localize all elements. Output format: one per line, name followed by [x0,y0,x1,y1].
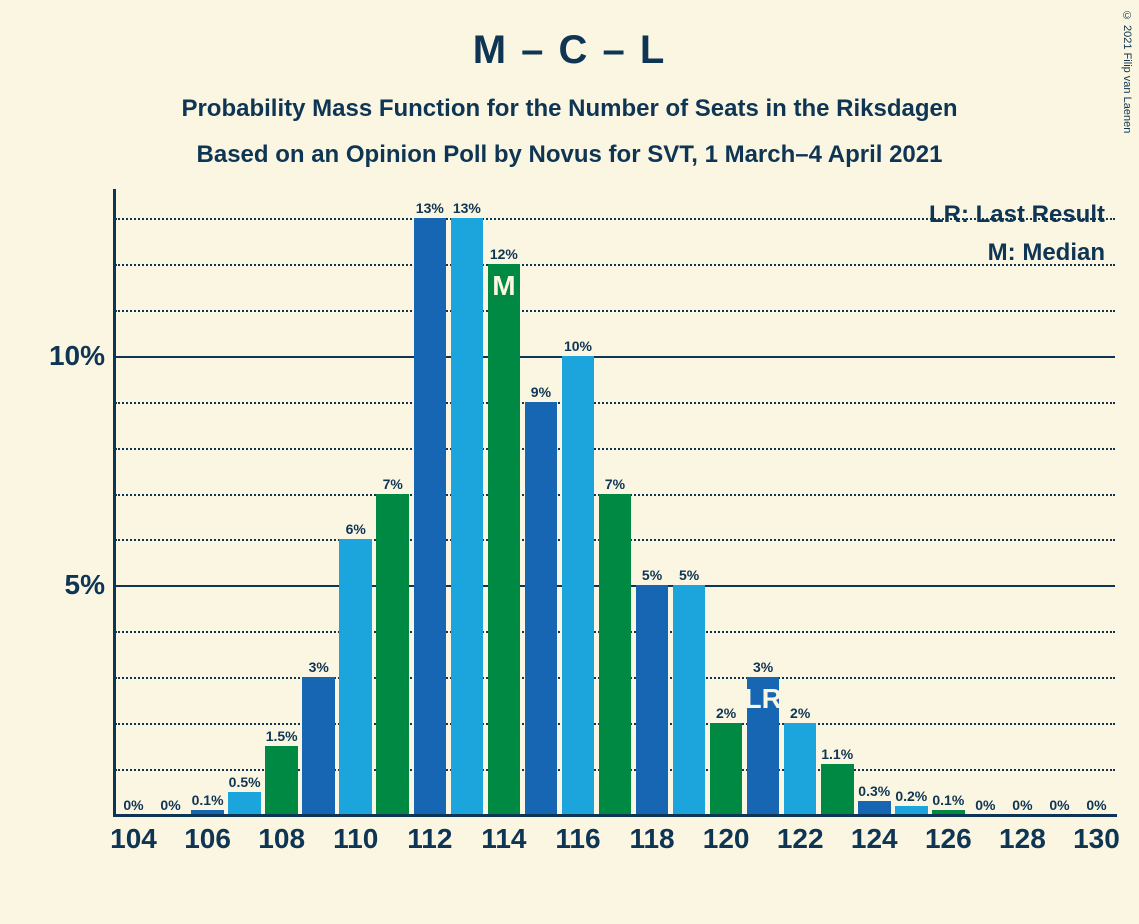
bar [858,801,891,815]
bar [339,539,372,815]
gridline-major [115,356,1115,358]
subtitle-2: Based on an Opinion Poll by Novus for SV… [0,141,1139,169]
copyright-text: © 2021 Filip van Laenen [1121,10,1133,133]
bar-value-label: 2% [790,705,810,721]
gridline-minor [115,218,1115,220]
bar-value-label: 0% [1012,797,1032,813]
bar-value-label: 0.2% [895,788,927,804]
bar-value-label: 9% [531,384,551,400]
bar-value-label: 12% [490,246,518,262]
ytick-label: 10% [49,340,105,372]
bar-value-label: 10% [564,338,592,354]
bar [673,585,706,815]
xtick-label: 124 [851,823,898,855]
bar [488,264,521,815]
bar-value-label: 1.1% [821,746,853,762]
bar-value-label: 1.5% [266,728,298,744]
bar [710,723,743,815]
bar [302,677,335,815]
bar [599,494,632,815]
gridline-minor [115,448,1115,450]
xtick-label: 114 [481,823,526,855]
bar-value-label: 5% [679,567,699,583]
bar-value-label: 2% [716,705,736,721]
last-result-marker: LR [744,683,781,715]
ytick-label: 5% [65,569,105,601]
bar-value-label: 0.1% [932,792,964,808]
bar [414,218,447,815]
bar-value-label: 3% [753,659,773,675]
bar-value-label: 0% [975,797,995,813]
xtick-label: 110 [333,823,378,855]
bar-value-label: 13% [453,200,481,216]
bar-value-label: 6% [346,521,366,537]
bar-value-label: 0.5% [229,774,261,790]
bar-value-label: 13% [416,200,444,216]
bar-value-label: 0% [160,797,180,813]
gridline-minor [115,264,1115,266]
bar [376,494,409,815]
xtick-label: 112 [407,823,452,855]
chart-plot-area: LR: Last Result M: Median 5% 10% 0% 0% 0.1% 0… [115,195,1115,815]
bar [784,723,817,815]
gridline-minor [115,310,1115,312]
bar-value-label: 7% [605,476,625,492]
bar-value-label: 0% [1086,797,1106,813]
xtick-label: 116 [555,823,600,855]
xtick-label: 122 [777,823,824,855]
legend-lr: LR: Last Result [929,201,1105,229]
bar [228,792,261,815]
bar [636,585,669,815]
xtick-label: 118 [629,823,674,855]
gridline-minor [115,402,1115,404]
x-axis-line [113,814,1117,817]
bar-value-label: 0.1% [192,792,224,808]
legend-m: M: Median [988,239,1105,267]
subtitle-1: Probability Mass Function for the Number… [0,95,1139,123]
page-title: M – C – L [0,0,1139,73]
xtick-label: 104 [110,823,157,855]
xtick-label: 108 [258,823,305,855]
xtick-label: 120 [703,823,750,855]
bar-value-label: 0% [123,797,143,813]
bar [821,764,854,815]
bar-value-label: 7% [383,476,403,492]
bar-value-label: 0.3% [858,783,890,799]
xtick-label: 126 [925,823,972,855]
bar [562,356,595,815]
bar [451,218,484,815]
median-marker: M [492,270,515,302]
xtick-label: 106 [184,823,231,855]
xtick-label: 130 [1073,823,1120,855]
bar-value-label: 0% [1049,797,1069,813]
bar-value-label: 3% [309,659,329,675]
bar-value-label: 5% [642,567,662,583]
bar [525,402,558,815]
xtick-label: 128 [999,823,1046,855]
y-axis-line [113,189,116,817]
bar [265,746,298,815]
